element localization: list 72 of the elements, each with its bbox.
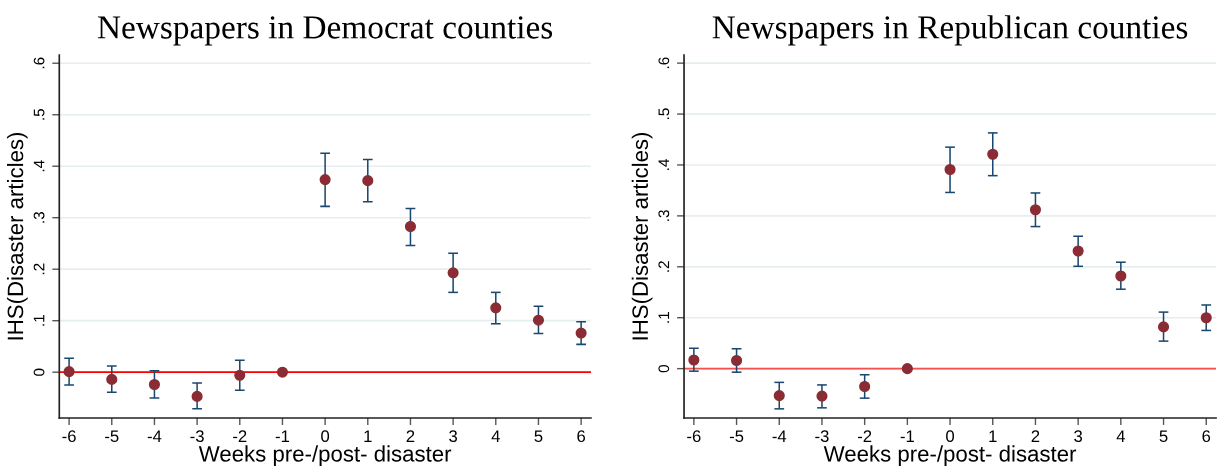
x-axis-title: Weeks pre-/post- disaster [198, 445, 452, 467]
point [1200, 312, 1212, 324]
point [276, 366, 289, 378]
point [63, 366, 75, 378]
point [859, 380, 871, 393]
y-tick-label: .3 [658, 210, 670, 221]
y-axis-title: IHS(Disaster articles) [631, 132, 653, 340]
x-tick-label: -1 [275, 430, 290, 442]
x-tick-label: -2 [857, 430, 872, 442]
x-tick-label: 5 [534, 430, 543, 443]
x-tick-label: -6 [62, 430, 76, 443]
x-tick-label: 3 [449, 430, 458, 443]
point [731, 354, 743, 367]
x-tick-label: 1 [364, 430, 372, 442]
y-tick-label: 0 [33, 368, 45, 376]
x-tick-label: -5 [105, 430, 119, 443]
y-tick-label: 0 [658, 364, 670, 373]
x-tick-label: -2 [233, 430, 247, 442]
x-tick-label: -4 [772, 430, 787, 442]
point [532, 314, 545, 326]
y-tick-label: .6 [33, 57, 45, 69]
x-tick-label: -6 [687, 430, 701, 443]
point [1157, 321, 1170, 333]
point [688, 354, 700, 366]
point [404, 220, 417, 233]
chart-title: Newspapers in Democrat counties [97, 16, 553, 46]
y-tick-label: .3 [33, 212, 45, 223]
y-tick-label: .5 [33, 108, 45, 120]
point [106, 373, 118, 385]
y-axis-title: IHS(Disaster articles) [6, 132, 28, 340]
x-tick-label: 3 [1074, 430, 1083, 443]
point [1072, 245, 1084, 257]
x-tick-label: 2 [406, 430, 415, 442]
point [234, 369, 246, 381]
point [575, 327, 587, 339]
y-tick-label: .2 [33, 263, 45, 275]
x-tick-label: 6 [577, 430, 586, 443]
point [1115, 270, 1127, 282]
x-tick-label: 0 [946, 430, 955, 443]
x-tick-label: 5 [1159, 430, 1168, 443]
x-tick-label: 0 [321, 430, 330, 443]
point [944, 163, 956, 176]
x-tick-label: -3 [815, 430, 829, 443]
x-tick-label: 6 [1202, 430, 1211, 443]
x-tick-label: 4 [1116, 430, 1125, 442]
x-tick-label: 1 [989, 430, 997, 442]
y-tick-label: .4 [658, 159, 670, 170]
x-tick-label: -4 [147, 430, 162, 442]
point [490, 302, 502, 314]
y-tick-label: .1 [33, 315, 45, 326]
point [773, 390, 785, 402]
y-tick-label: .2 [658, 261, 670, 272]
x-tick-label: 4 [491, 430, 500, 442]
point [901, 363, 913, 375]
point [447, 267, 459, 279]
point [319, 174, 331, 186]
x-axis-title: Weeks pre-/post- disaster [823, 445, 1077, 467]
y-tick-label: .1 [658, 312, 670, 323]
point [362, 175, 374, 187]
y-tick-label: .6 [658, 57, 670, 69]
point [1029, 204, 1042, 216]
point [816, 390, 828, 402]
x-tick-label: -1 [900, 430, 914, 442]
chart-title: Newspapers in Republican counties [712, 15, 1188, 46]
y-tick-label: .5 [658, 108, 670, 120]
x-tick-label: -5 [729, 430, 744, 443]
x-tick-label: 2 [1031, 430, 1040, 442]
point [987, 148, 999, 160]
point [191, 390, 203, 402]
point [148, 378, 160, 391]
y-tick-label: .4 [33, 160, 45, 172]
x-tick-label: -3 [190, 430, 204, 443]
